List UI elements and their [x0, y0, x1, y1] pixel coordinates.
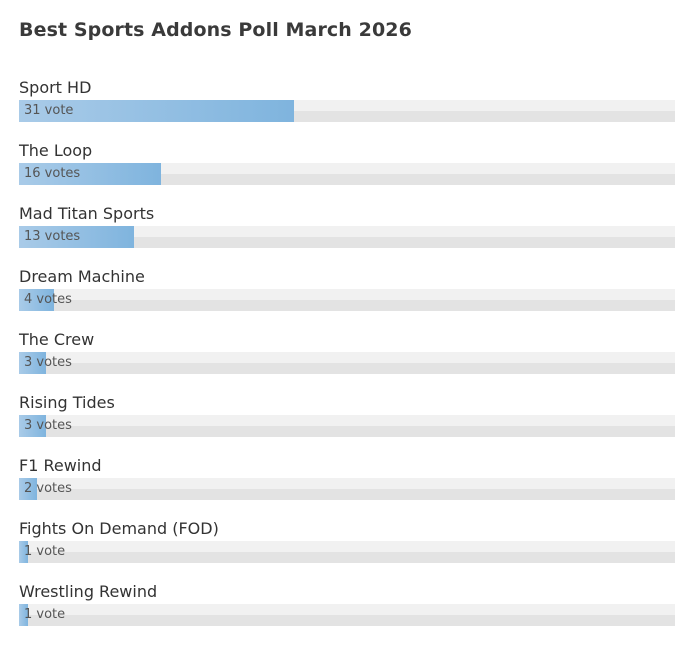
vote-bar-track: 3 votes: [19, 415, 675, 437]
option-label: Wrestling Rewind: [19, 582, 158, 601]
vote-count: 1 vote: [24, 607, 66, 622]
vote-count: 3 votes: [24, 355, 72, 370]
poll-title: Best Sports Addons Poll March 2026: [19, 19, 412, 41]
vote-bar-fill: [19, 289, 54, 311]
poll-option-list: Sport HD 31 vote The Loop 16 votes Mad T…: [19, 78, 675, 645]
poll-option-the-loop: The Loop 16 votes: [19, 141, 675, 204]
poll-option-dream-machine: Dream Machine 4 votes: [19, 267, 675, 330]
poll-option-wrestling-rewind: Wrestling Rewind 1 vote: [19, 582, 675, 645]
vote-count: 1 vote: [24, 544, 66, 559]
poll-option-f1-rewind: F1 Rewind 2 votes: [19, 456, 675, 519]
option-label: Dream Machine: [19, 267, 145, 286]
vote-bar-fill: [19, 415, 46, 437]
option-label: The Crew: [19, 330, 95, 349]
vote-bar-fill: [19, 604, 28, 626]
poll-option-rising-tides: Rising Tides 3 votes: [19, 393, 675, 456]
vote-bar-fill: [19, 226, 134, 248]
option-label: Mad Titan Sports: [19, 204, 155, 223]
vote-bar-track: 31 vote: [19, 100, 675, 122]
option-label: Sport HD: [19, 78, 92, 97]
vote-count: 16 votes: [24, 166, 81, 181]
option-label: The Loop: [19, 141, 93, 160]
poll-option-fights-on-demand: Fights On Demand (FOD) 1 vote: [19, 519, 675, 582]
option-label: F1 Rewind: [19, 456, 102, 475]
vote-bar-track: 3 votes: [19, 352, 675, 374]
poll-option-the-crew: The Crew 3 votes: [19, 330, 675, 393]
vote-bar-fill: [19, 541, 28, 563]
vote-bar-track: 16 votes: [19, 163, 675, 185]
vote-bar-track: 13 votes: [19, 226, 675, 248]
vote-count: 31 vote: [24, 103, 74, 118]
poll-option-mad-titan-sports: Mad Titan Sports 13 votes: [19, 204, 675, 267]
vote-bar-fill: [19, 352, 46, 374]
vote-bar-fill: [19, 163, 161, 185]
option-label: Fights On Demand (FOD): [19, 519, 219, 538]
poll-option-sport-hd: Sport HD 31 vote: [19, 78, 675, 141]
vote-count: 2 votes: [24, 481, 72, 496]
vote-bar-track: 1 vote: [19, 604, 675, 626]
vote-count: 4 votes: [24, 292, 72, 307]
option-label: Rising Tides: [19, 393, 115, 412]
vote-bar-fill: [19, 478, 37, 500]
vote-count: 13 votes: [24, 229, 81, 244]
vote-bar-track: 2 votes: [19, 478, 675, 500]
vote-bar-track: 1 vote: [19, 541, 675, 563]
vote-bar-track: 4 votes: [19, 289, 675, 311]
vote-count: 3 votes: [24, 418, 72, 433]
vote-bar-fill: [19, 100, 294, 122]
poll-widget: Best Sports Addons Poll March 2026 Sport…: [19, 0, 675, 645]
